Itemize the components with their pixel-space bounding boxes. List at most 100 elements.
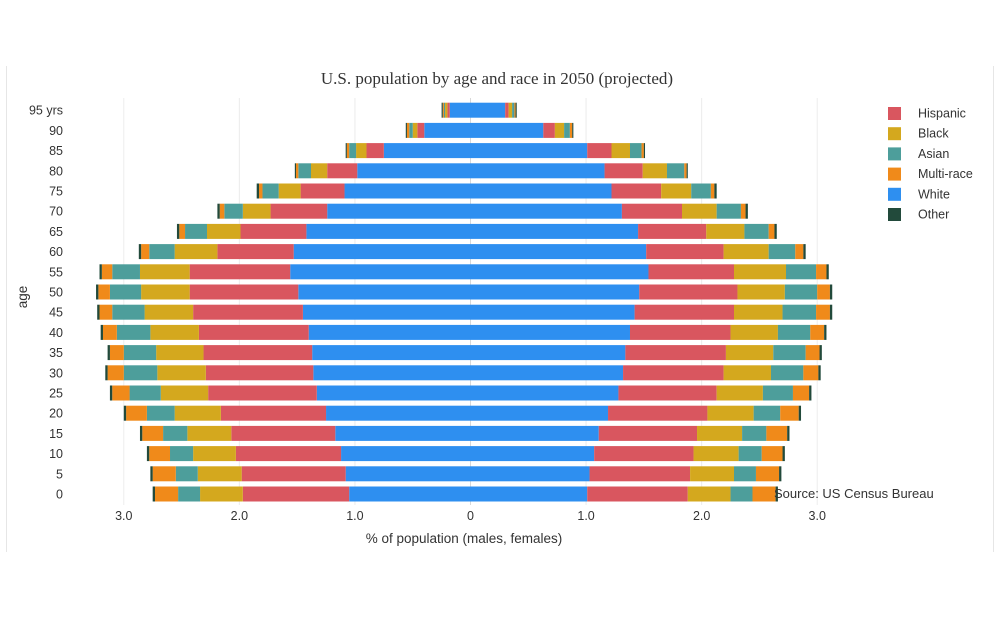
bar-multi-race-male bbox=[152, 466, 176, 482]
bar-asian-female bbox=[629, 143, 642, 159]
bar-black-female bbox=[693, 446, 739, 462]
bar-asian-male bbox=[262, 183, 279, 199]
bar-multi-race-female bbox=[710, 183, 715, 199]
bar-white-female bbox=[470, 405, 609, 421]
bar-other-male bbox=[441, 102, 443, 118]
bar-other-male bbox=[294, 163, 296, 179]
bar-black-male bbox=[157, 365, 206, 381]
bar-white-female bbox=[470, 304, 635, 320]
bar-multi-race-male bbox=[141, 244, 150, 260]
bar-other-male bbox=[96, 284, 99, 300]
y-tick-label: 50 bbox=[49, 286, 63, 300]
bar-hispanic-female bbox=[648, 264, 734, 280]
bar-hispanic-female bbox=[598, 425, 698, 441]
bar-other-male bbox=[123, 405, 127, 421]
bar-hispanic-male bbox=[231, 425, 336, 441]
bar-asian-female bbox=[770, 365, 804, 381]
bar-hispanic-female bbox=[638, 223, 707, 239]
bar-hispanic-female bbox=[629, 324, 731, 340]
bar-multi-race-male bbox=[259, 183, 263, 199]
bar-multi-race-male bbox=[101, 264, 113, 280]
bar-white-male bbox=[344, 183, 471, 199]
y-tick-label: 35 bbox=[49, 346, 63, 360]
bar-white-female bbox=[470, 223, 639, 239]
x-tick-label: 1.0 bbox=[577, 509, 594, 523]
bar-hispanic-male bbox=[198, 324, 309, 340]
y-tick-label: 80 bbox=[49, 164, 63, 178]
bar-hispanic-female bbox=[589, 466, 691, 482]
bar-asian-female bbox=[753, 405, 781, 421]
x-tick-label: 3.0 bbox=[809, 509, 826, 523]
bar-other-male bbox=[150, 466, 153, 482]
bar-black-female bbox=[642, 163, 667, 179]
bar-black-female bbox=[706, 223, 745, 239]
bar-other-female bbox=[818, 365, 821, 381]
bar-asian-male bbox=[178, 486, 201, 502]
bar-white-female bbox=[470, 143, 588, 159]
legend-swatch bbox=[888, 127, 901, 141]
bar-white-male bbox=[327, 203, 471, 219]
bar-other-male bbox=[217, 203, 220, 219]
bar-black-male bbox=[150, 324, 199, 340]
legend-swatch bbox=[888, 208, 901, 221]
bar-other-female bbox=[787, 425, 790, 441]
bar-asian-male bbox=[175, 466, 198, 482]
bar-other-male bbox=[176, 223, 180, 239]
bar-multi-race-female bbox=[805, 345, 820, 361]
bar-other-female bbox=[829, 304, 833, 320]
bar-white-female bbox=[470, 203, 622, 219]
bar-black-female bbox=[508, 102, 513, 118]
bar-white-male bbox=[424, 122, 471, 138]
bar-black-female bbox=[707, 405, 754, 421]
bar-asian-male bbox=[146, 405, 175, 421]
bar-asian-female bbox=[666, 163, 685, 179]
bar-white-female bbox=[470, 163, 605, 179]
y-tick-label: 40 bbox=[49, 326, 63, 340]
bar-hispanic-female bbox=[587, 143, 612, 159]
bar-white-male bbox=[293, 244, 471, 260]
bar-other-female bbox=[779, 466, 782, 482]
bar-multi-race-male bbox=[219, 203, 225, 219]
bar-multi-race-female bbox=[514, 102, 516, 118]
bar-asian-male bbox=[116, 324, 151, 340]
legend-swatch bbox=[888, 187, 901, 201]
bar-black-male bbox=[139, 264, 190, 280]
bar-asian-male bbox=[123, 345, 157, 361]
bar-other-female bbox=[782, 446, 785, 462]
bar-other-female bbox=[798, 405, 802, 421]
bar-white-male bbox=[349, 486, 471, 502]
bar-other-male bbox=[405, 122, 407, 138]
legend-swatch bbox=[888, 167, 901, 181]
bar-asian-female bbox=[773, 345, 806, 361]
bar-asian-female bbox=[744, 223, 769, 239]
legend-swatch bbox=[888, 147, 901, 161]
legend-label: Other bbox=[918, 208, 949, 222]
bar-other-female bbox=[819, 345, 822, 361]
bar-multi-race-male bbox=[99, 304, 113, 320]
x-tick-label: 1.0 bbox=[346, 509, 363, 523]
x-tick-label: 2.0 bbox=[693, 509, 710, 523]
bar-hispanic-male bbox=[203, 345, 313, 361]
bar-hispanic-male bbox=[417, 122, 425, 138]
bar-hispanic-male bbox=[327, 163, 358, 179]
bar-multi-race-male bbox=[346, 143, 350, 159]
bar-asian-female bbox=[777, 324, 811, 340]
bar-white-female bbox=[470, 365, 624, 381]
x-tick-label: 2.0 bbox=[231, 509, 248, 523]
bar-multi-race-female bbox=[780, 405, 799, 421]
bar-multi-race-male bbox=[154, 486, 179, 502]
bar-white-male bbox=[312, 345, 471, 361]
bar-hispanic-male bbox=[242, 486, 350, 502]
bar-hispanic-female bbox=[594, 446, 694, 462]
x-axis-title: % of population (males, females) bbox=[366, 531, 563, 546]
y-tick-label: 45 bbox=[49, 306, 63, 320]
bar-asian-female bbox=[762, 385, 793, 401]
bar-other-male bbox=[138, 244, 142, 260]
bar-hispanic-female bbox=[543, 122, 555, 138]
bar-multi-race-male bbox=[179, 223, 186, 239]
y-tick-label: 95 yrs bbox=[29, 104, 63, 118]
bar-black-female bbox=[611, 143, 630, 159]
bar-asian-male bbox=[170, 446, 194, 462]
